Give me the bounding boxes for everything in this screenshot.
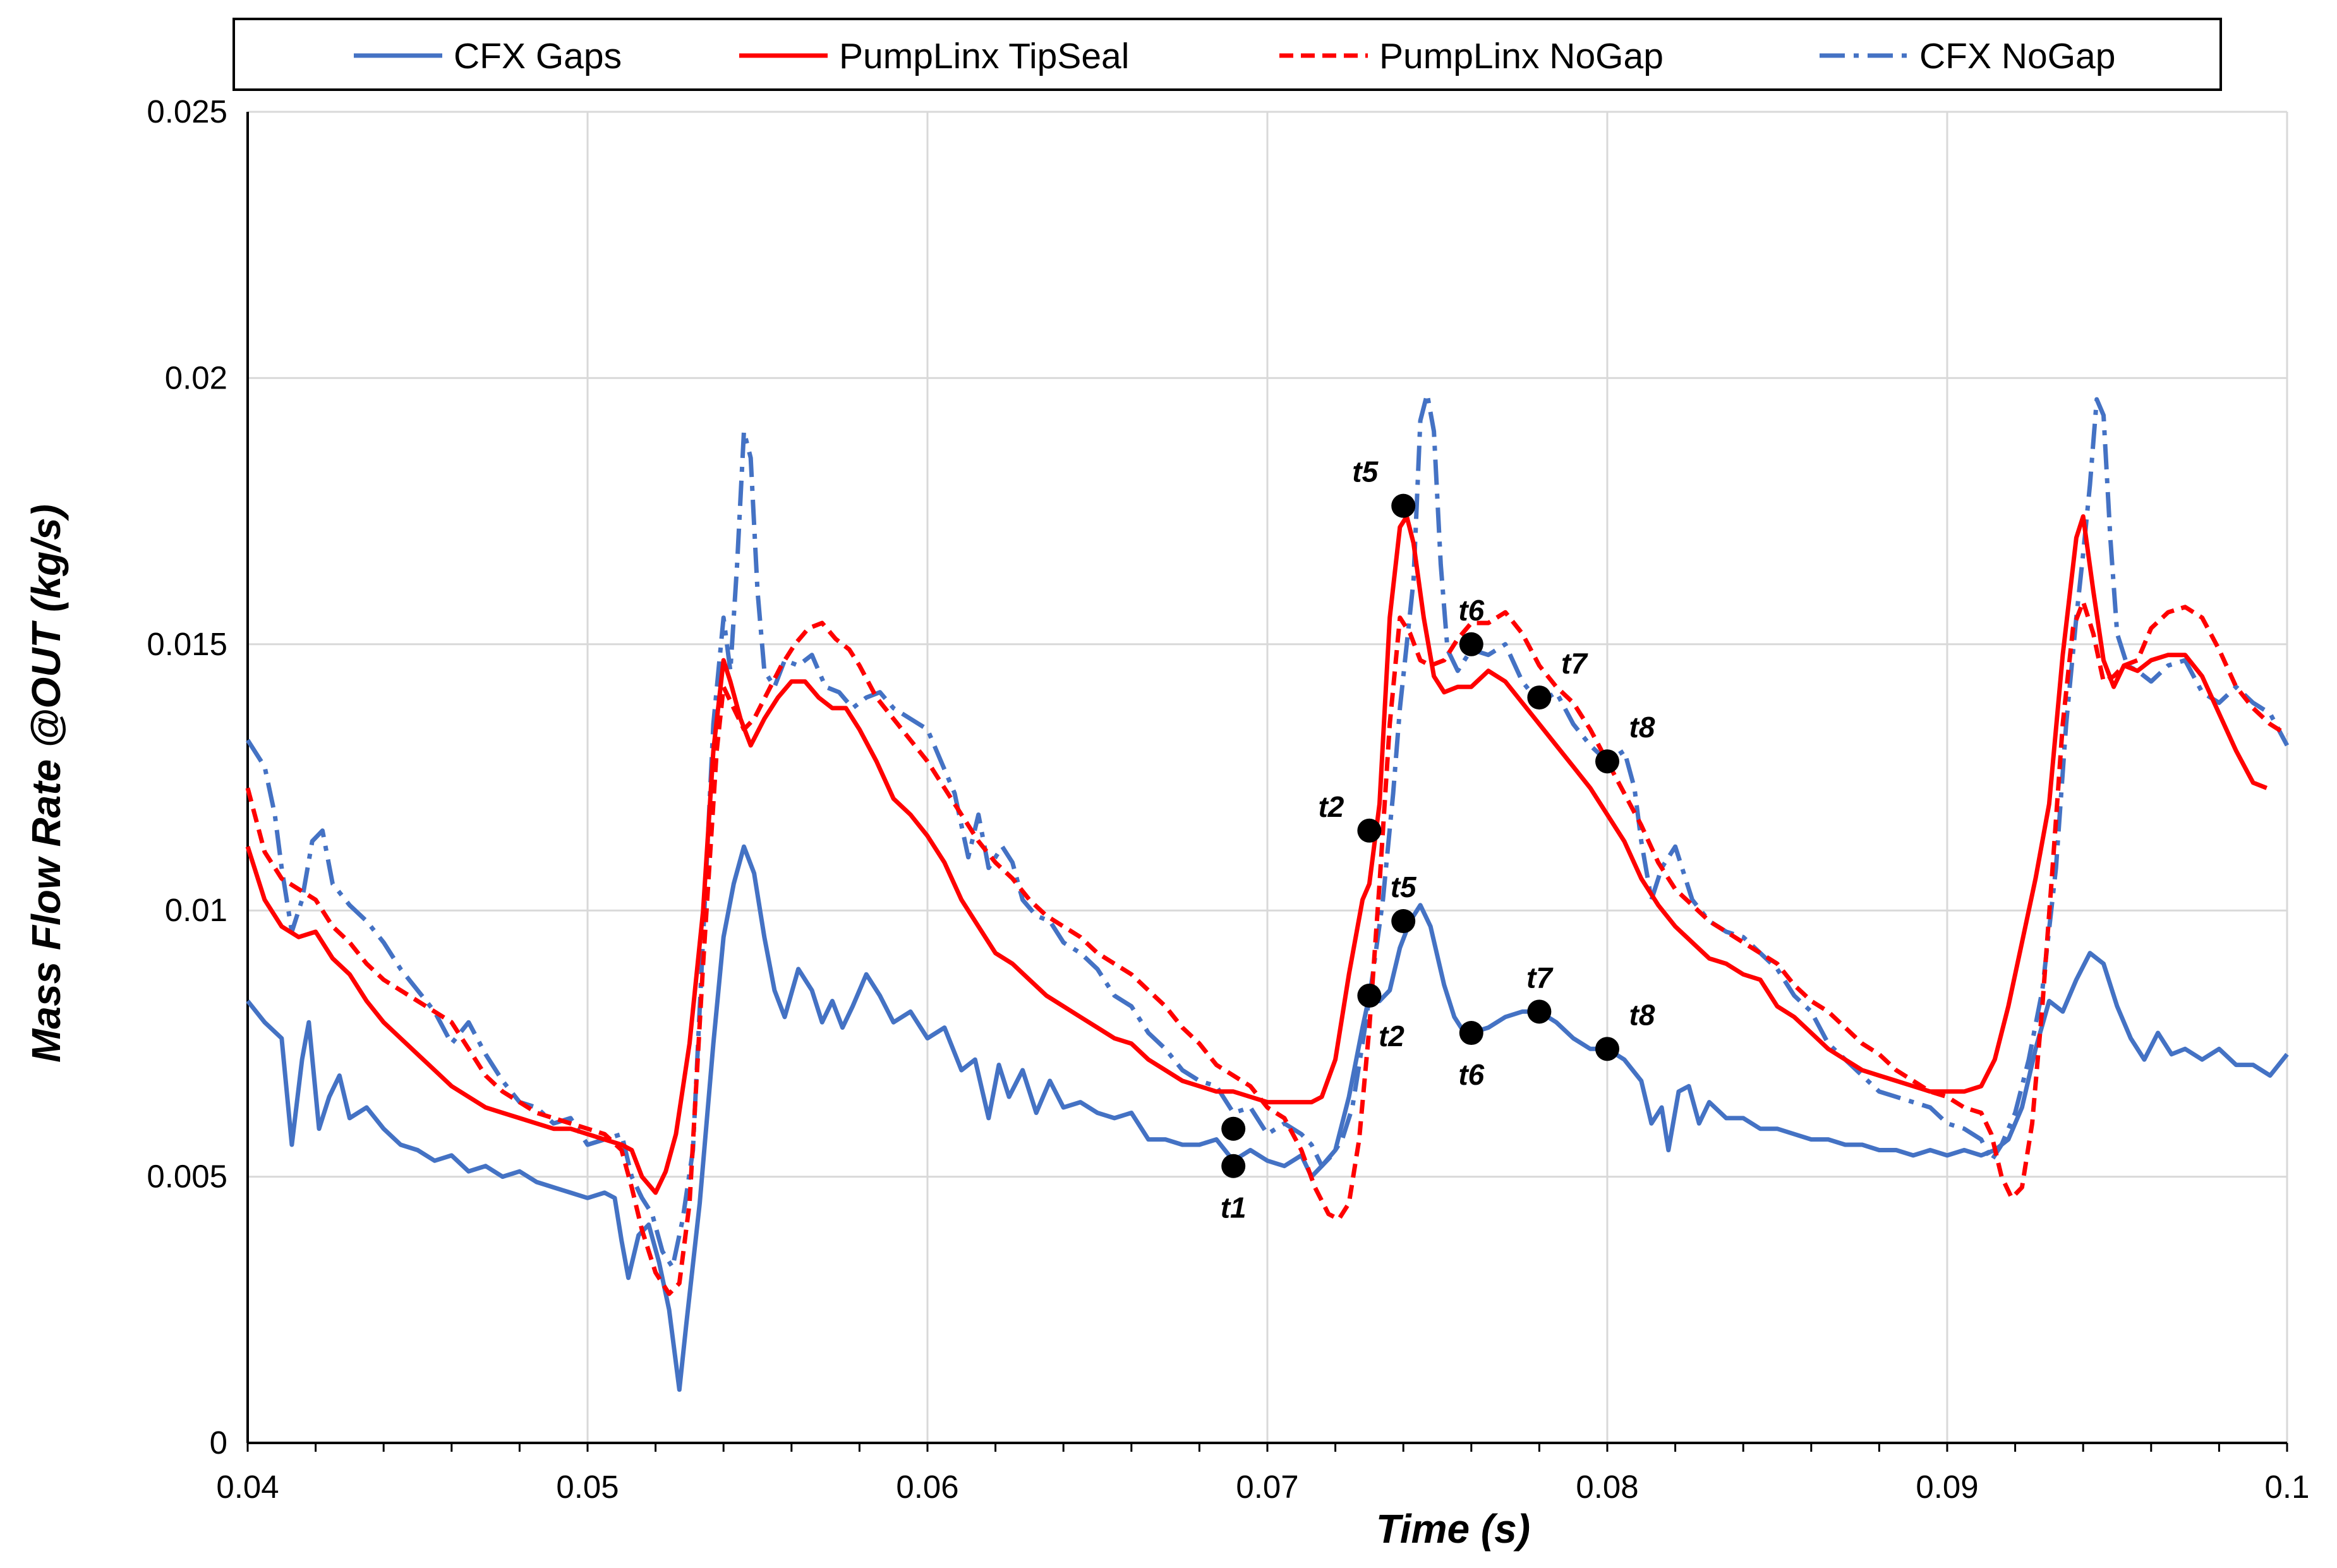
marker-dot-t1 [1221,1154,1246,1178]
marker-label-t7: t7 [1526,961,1554,994]
marker-label-t2: t2 [1379,1020,1404,1052]
marker-label-t8: t8 [1629,998,1655,1031]
marker-label-t1: t1 [1221,1191,1247,1224]
grid [248,111,2288,1443]
y-tick-label: 0.02 [165,359,227,395]
marker-label-t8: t8 [1629,711,1655,744]
x-tick-label: 0.08 [1576,1469,1638,1505]
legend-label-pumplinx-tipseal: PumpLinx TipSeal [839,36,1129,76]
legend-label-cfx-gaps: CFX Gaps [454,36,622,76]
marker-dot-unlabeled [1221,1116,1246,1141]
y-tick-label: 0.015 [147,626,227,662]
marker-label-t6: t6 [1458,1058,1484,1091]
marker-dot-t2 [1357,984,1382,1008]
marker-dot-t6 [1459,1021,1483,1046]
x-tick-label: 0.09 [1916,1469,1978,1505]
time-markers: t1 t2 t2 t5 t5 t6 t6 t7 t7 t8 t8 [1221,455,1655,1224]
x-tick-label: 0.04 [216,1469,279,1505]
axes: 0 0.005 0.01 0.015 0.02 0.025 0.04 0.05 0.06 0.07… [147,93,2309,1505]
y-tick-label: 0.01 [165,892,227,928]
series-line-pumplinx-nogap [245,599,2288,1296]
series-line-cfx-nogap [246,392,2290,1270]
x-tick-label: 0.06 [896,1469,958,1505]
marker-label-t2: t2 [1318,790,1344,823]
x-tick-label: 0.1 [2265,1469,2310,1505]
y-tick-label: 0.025 [147,93,227,130]
marker-dot-t6 [1459,632,1483,656]
x-axis-title: Time (s) [1376,1506,1530,1552]
marker-dot-t2 [1357,818,1382,843]
series-line-pumplinx-tipseal [245,514,2268,1195]
marker-label-t7: t7 [1561,647,1588,680]
marker-label-t5: t5 [1352,455,1379,488]
x-tick-label: 0.05 [556,1469,619,1505]
x-tick-label: 0.07 [1236,1469,1298,1505]
marker-dot-t5 [1391,909,1416,934]
marker-dot-t5 [1391,493,1416,518]
marker-dot-t8 [1595,749,1619,774]
legend-label-cfx-nogap: CFX NoGap [1919,36,2115,76]
y-axis-title: Mass Flow Rate @OUT (kg/s) [23,504,69,1063]
legend: CFX Gaps PumpLinx TipSeal PumpLinx NoGap… [232,18,2222,91]
y-tick-label: 0.005 [147,1159,227,1195]
y-tick-label: 0 [210,1425,227,1461]
marker-dot-t7 [1527,685,1552,710]
marker-dot-t7 [1527,999,1552,1024]
marker-dot-t8 [1595,1037,1619,1061]
legend-label-pumplinx-nogap: PumpLinx NoGap [1379,36,1664,76]
marker-label-t6: t6 [1458,594,1484,627]
marker-label-t5: t5 [1391,871,1417,903]
